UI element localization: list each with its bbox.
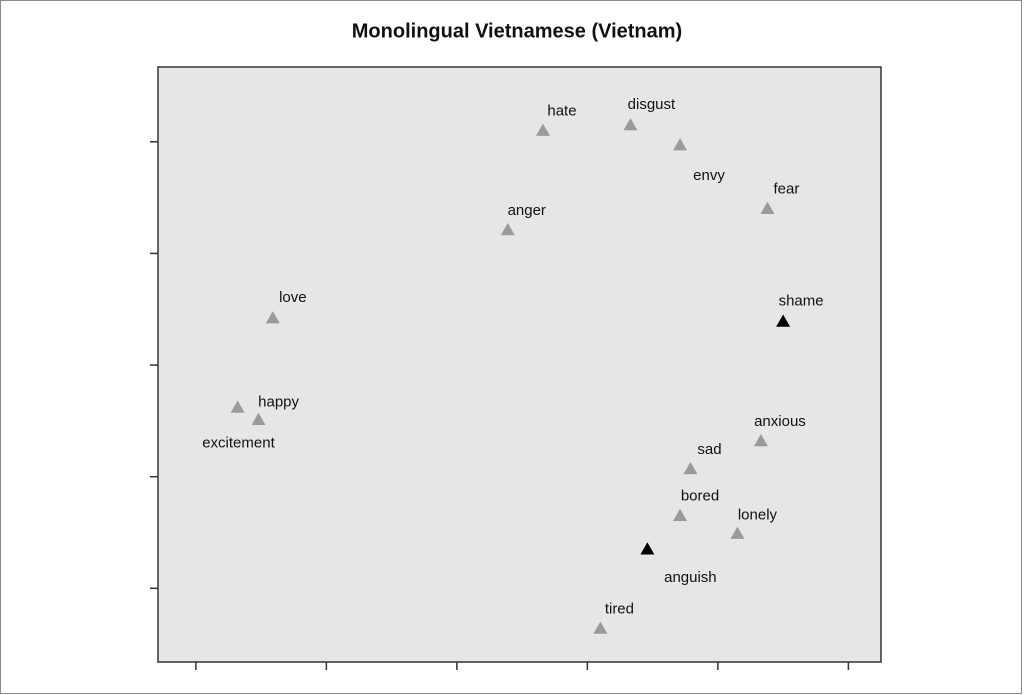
plot-area bbox=[157, 66, 882, 663]
point-label: sad bbox=[697, 441, 721, 458]
point bbox=[251, 412, 266, 426]
point-label: excitement bbox=[202, 435, 275, 452]
point-label: bored bbox=[681, 488, 719, 505]
point bbox=[265, 311, 280, 324]
point-label: envy bbox=[693, 167, 725, 184]
point-label: disgust bbox=[628, 96, 676, 113]
point bbox=[593, 621, 608, 634]
point bbox=[640, 542, 655, 555]
point-label: lonely bbox=[738, 507, 778, 524]
point bbox=[673, 508, 688, 522]
point bbox=[760, 201, 775, 215]
point bbox=[753, 433, 768, 447]
point bbox=[623, 118, 638, 131]
point bbox=[673, 138, 688, 151]
point bbox=[500, 222, 515, 236]
point bbox=[730, 526, 745, 539]
point-label: shame bbox=[779, 292, 824, 309]
point-label: fear bbox=[774, 181, 800, 198]
point bbox=[776, 314, 791, 327]
point-label: happy bbox=[258, 393, 299, 410]
point-label: anger bbox=[508, 202, 546, 219]
chart-title: Monolingual Vietnamese (Vietnam) bbox=[352, 20, 682, 42]
point-label: love bbox=[279, 289, 307, 306]
point bbox=[683, 461, 698, 475]
point-label: anguish bbox=[664, 569, 717, 586]
point bbox=[535, 123, 550, 136]
point-label: anxious bbox=[754, 413, 806, 430]
point-label: hate bbox=[547, 103, 576, 120]
point-label: tired bbox=[605, 600, 634, 617]
point bbox=[230, 400, 245, 413]
